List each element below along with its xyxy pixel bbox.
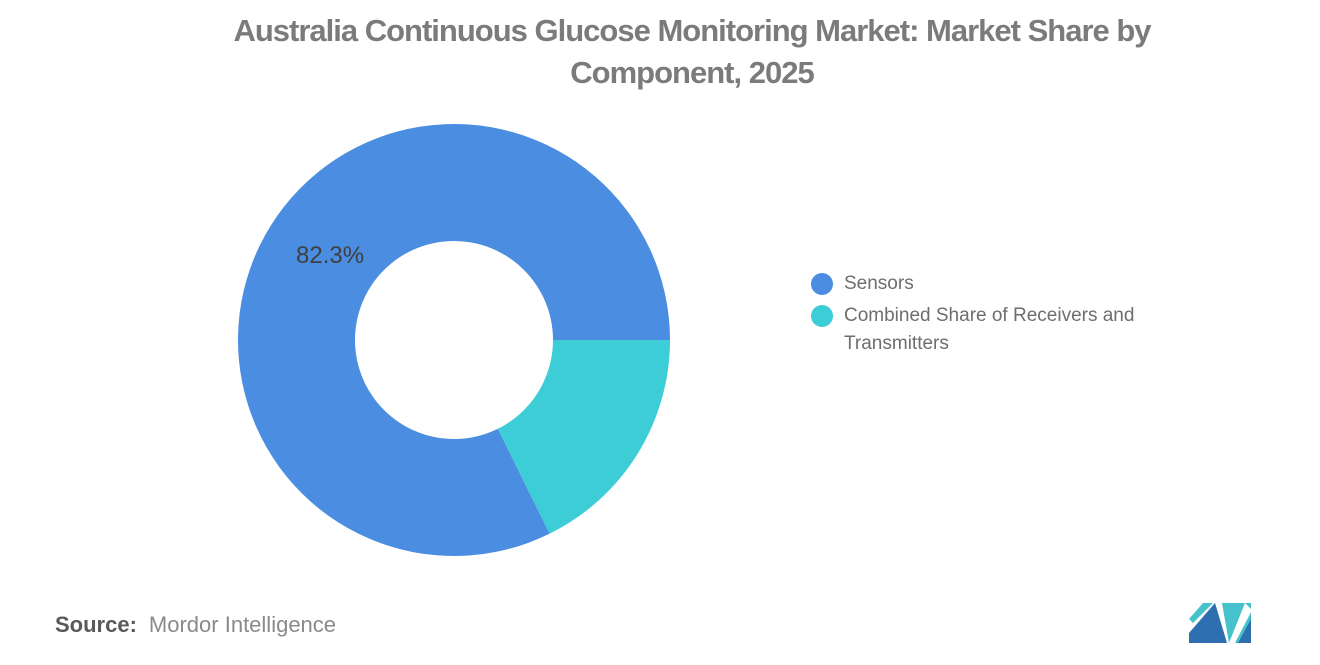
legend-item-sensors[interactable]: Sensors (811, 270, 1194, 298)
chart-title: Australia Continuous Glucose Monitoring … (233, 13, 1151, 90)
legend-label-sensors: Sensors (844, 273, 914, 294)
legend-marker-sensors-icon (811, 273, 833, 295)
mordor-intelligence-logo (1189, 603, 1251, 643)
pie-slice-sensors[interactable] (238, 123, 670, 556)
source-value: Mordor Intelligence (148, 612, 337, 637)
legend-marker-receivers-transmitters-icon (811, 305, 833, 327)
logo-blue-right-triangle (1238, 619, 1251, 643)
legend-label-receivers-transmitters: Combined Share of Receivers and Transmit… (844, 305, 1135, 354)
data-label-sensors: 82.3% (296, 242, 365, 269)
legend: Sensors Combined Share of Receivers and … (811, 270, 1194, 362)
logo-teal-stripe (1189, 603, 1213, 623)
source-label: Source: (55, 612, 137, 637)
legend-item-receivers-transmitters[interactable]: Combined Share of Receivers and Transmit… (811, 302, 1194, 358)
logo-white-gap (1229, 603, 1251, 643)
logo-blue-left (1189, 603, 1227, 643)
pie-slice-combined-share-of-receivers-and-transmitters[interactable] (497, 340, 670, 534)
source-line: Source: Mordor Intelligence (55, 612, 336, 638)
